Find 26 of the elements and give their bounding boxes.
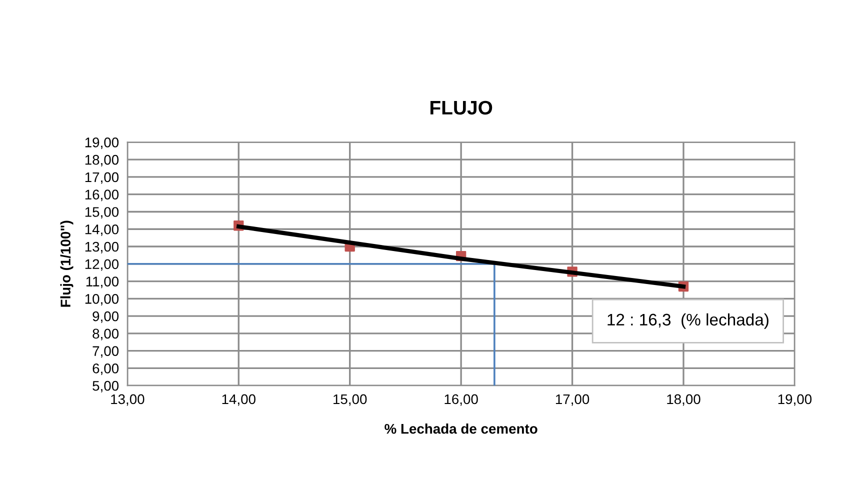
x-tick-label: 17,00 xyxy=(556,394,590,406)
y-tick-label: 5,00 xyxy=(92,380,119,392)
y-tick-label: 7,00 xyxy=(92,346,119,358)
y-tick-label: 9,00 xyxy=(92,311,119,323)
y-tick-label: 13,00 xyxy=(85,242,119,254)
y-tick-label: 19,00 xyxy=(85,138,119,149)
y-tick-label: 18,00 xyxy=(85,154,119,166)
x-tick-label: 19,00 xyxy=(778,394,812,406)
y-tick-label: 15,00 xyxy=(85,207,119,219)
y-tick-label: 8,00 xyxy=(92,328,119,340)
y-tick-label: 11,00 xyxy=(86,276,119,288)
x-tick-label: 15,00 xyxy=(334,394,367,406)
y-tick-label: 14,00 xyxy=(85,224,119,236)
y-tick-label: 16,00 xyxy=(85,190,119,202)
y-axis-title: Flujo (1/100") xyxy=(60,220,74,307)
x-axis-title: % Lechada de cemento xyxy=(384,424,538,434)
y-tick-label: 17,00 xyxy=(85,172,119,184)
chart-title: FLUJO xyxy=(430,100,492,115)
x-tick-label: 18,00 xyxy=(667,394,700,406)
y-tick-label: 12,00 xyxy=(85,259,119,271)
y-tick-label: 6,00 xyxy=(92,364,119,376)
x-tick-label: 13,00 xyxy=(111,394,144,406)
x-tick-label: 16,00 xyxy=(444,394,478,406)
annotation: 12 : 16,3 (% lechada) xyxy=(608,313,768,329)
y-tick-label: 10,00 xyxy=(85,294,119,306)
x-tick-label: 14,00 xyxy=(222,394,256,406)
